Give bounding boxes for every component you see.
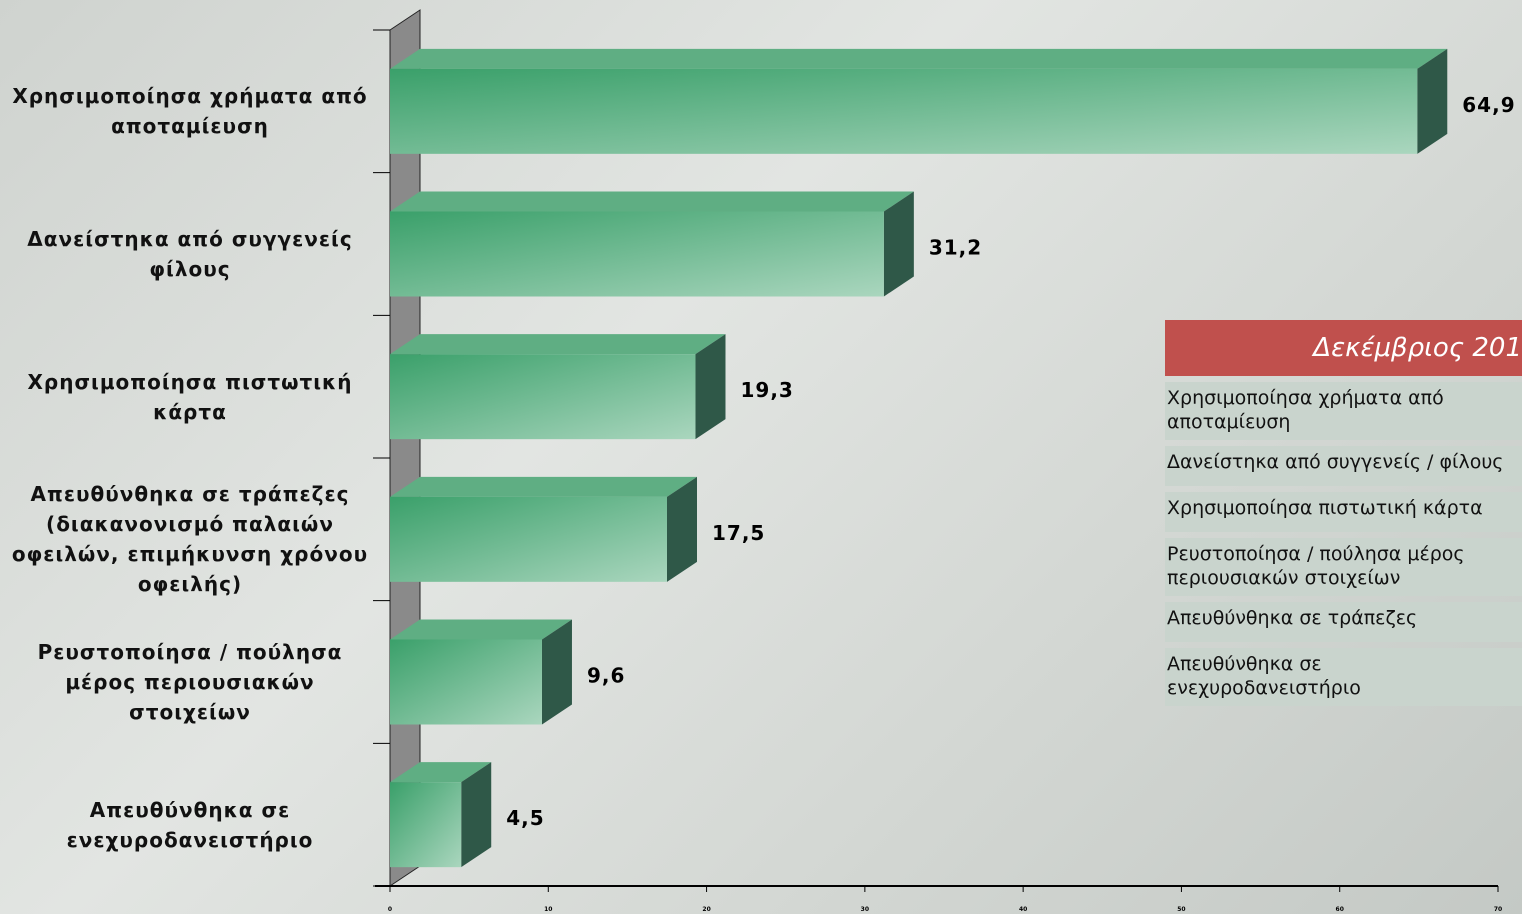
category-label: Χρησιμοποίησα πιστωτική κάρτα	[27, 369, 353, 424]
category-label: Δανείστηκα από συγγενείς φίλους	[27, 227, 353, 281]
bar-side	[667, 476, 697, 582]
value-label: 17,5	[712, 521, 765, 545]
bar	[390, 639, 542, 725]
bar-side	[461, 762, 492, 868]
value-label: 64,9	[1462, 93, 1515, 117]
x-tick-label: 70	[1494, 906, 1502, 913]
value-label: 31,2	[929, 236, 982, 260]
bar-side	[1417, 48, 1448, 154]
side-table: Δεκέμβριος 201 Χρησιμοποίησα χρήματα από…	[1165, 320, 1522, 706]
bar-top	[390, 619, 572, 640]
category-label: Χρησιμοποίησα χρήματα από αποταμίευση	[12, 84, 368, 139]
x-tick-label: 20	[702, 906, 710, 913]
x-tick-label: 50	[1177, 906, 1185, 913]
value-label: 9,6	[587, 664, 625, 688]
bar-side	[541, 619, 572, 725]
table-row: Απευθύνθηκα σε τράπεζες	[1165, 602, 1522, 642]
table-row: Απευθύνθηκα σε ενεχυροδανειστήριο	[1165, 648, 1522, 706]
bar	[390, 211, 884, 297]
x-tick-label: 40	[1019, 906, 1027, 913]
value-label: 19,3	[740, 378, 793, 402]
bar	[390, 68, 1418, 154]
bar-top	[390, 191, 914, 212]
category-label: Απευθύνθηκα σε ενεχυροδανειστήριο	[66, 797, 314, 852]
bar	[390, 782, 462, 868]
bar-top	[390, 334, 726, 355]
x-tick-label: 30	[861, 906, 869, 913]
x-tick-label: 60	[1336, 906, 1344, 913]
bar-side	[695, 334, 726, 440]
table-row: Χρησιμοποίησα πιστωτική κάρτα	[1165, 492, 1522, 532]
bar	[390, 496, 667, 582]
bar-top	[390, 476, 697, 497]
value-label: 4,5	[506, 806, 544, 830]
table-row: Χρησιμοποίησα χρήματα από αποταμίευση	[1165, 382, 1522, 440]
bar	[390, 354, 696, 440]
bar-side	[883, 191, 914, 297]
category-label: Απευθύνθηκα σε τράπεζες (διακανονισμό πα…	[11, 482, 369, 597]
bar-top	[390, 48, 1448, 69]
table-row: Ρευστοποίησα / πούλησα μέρος περιουσιακώ…	[1165, 538, 1522, 596]
table-row: Δανείστηκα από συγγενείς / φίλους	[1165, 446, 1522, 486]
bar-top	[390, 762, 492, 783]
table-title: Δεκέμβριος 201	[1165, 320, 1522, 376]
x-tick-label: 0	[388, 906, 392, 913]
category-label: Ρευστοποίησα / πούλησα μέρος περιουσιακώ…	[37, 640, 343, 724]
x-tick-label: 10	[544, 906, 552, 913]
